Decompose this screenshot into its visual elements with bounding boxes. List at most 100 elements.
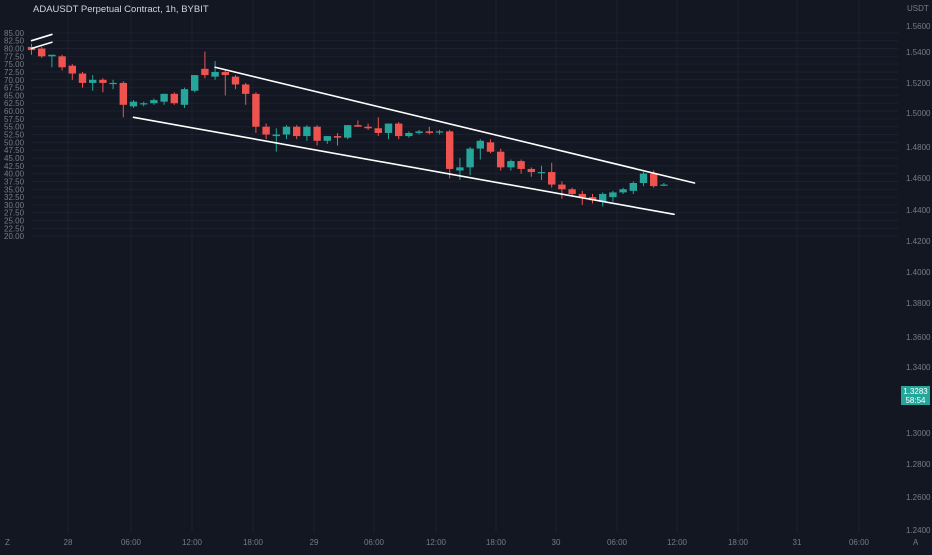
candle-body xyxy=(140,103,148,105)
x-axis-tick-label: 30 xyxy=(552,538,561,547)
x-axis-tick-label: 06:00 xyxy=(364,538,385,547)
x-axis-tick-label: 12:00 xyxy=(182,538,203,547)
candles xyxy=(27,43,668,207)
right-axis-tick-label: 1.4000 xyxy=(906,268,931,277)
right-axis-tick-label: 1.3600 xyxy=(906,333,931,342)
candle xyxy=(303,125,311,141)
candle xyxy=(180,87,189,108)
candle-body xyxy=(537,172,546,174)
right-axis-tick-label: 1.4800 xyxy=(906,143,931,152)
current-price-value: 1.3283 xyxy=(903,387,928,396)
candle xyxy=(527,167,535,177)
right-axis-tick-label: 1.2600 xyxy=(906,493,931,502)
left-price-axis[interactable]: 85.0082.5080.0077.5075.0072.5070.0067.50… xyxy=(4,29,25,241)
trendline[interactable] xyxy=(214,66,696,184)
right-axis-tick-label: 1.3400 xyxy=(906,363,931,372)
candle-body xyxy=(588,197,597,201)
candle-body xyxy=(507,161,515,168)
candle-body xyxy=(201,68,209,76)
candle xyxy=(272,128,280,152)
right-axis-tick-label: 1.4600 xyxy=(906,174,931,183)
candle xyxy=(507,159,515,171)
right-axis-tick-label: 1.5000 xyxy=(906,109,931,118)
timezone-toggle-icon[interactable]: Z xyxy=(5,538,10,547)
candle xyxy=(364,123,372,130)
candle-body xyxy=(89,79,97,83)
candle xyxy=(231,75,240,90)
candle-body xyxy=(231,76,240,85)
candle xyxy=(99,78,107,93)
candle xyxy=(252,92,260,133)
candle xyxy=(150,98,158,105)
left-axis-tick-label: 62.50 xyxy=(4,99,25,108)
x-axis-tick-label: 06:00 xyxy=(607,538,628,547)
right-axis-unit-label: USDT xyxy=(907,4,929,13)
candle xyxy=(446,129,454,179)
candle-body xyxy=(191,75,199,91)
right-price-axis[interactable]: USDT 1.5600 1.5400 1.5200 1.5000 1.4800 1.4600… xyxy=(906,4,931,535)
candle-body xyxy=(629,183,637,191)
candle xyxy=(639,172,648,187)
candle-body xyxy=(344,125,352,138)
left-axis-tick-label: 77.50 xyxy=(4,52,25,61)
right-axis-tick-label: 1.4400 xyxy=(906,206,931,215)
left-axis-tick-label: 27.50 xyxy=(4,209,25,218)
candle-body xyxy=(272,134,280,137)
candle-body xyxy=(415,131,423,133)
candle-body xyxy=(313,126,321,141)
candle xyxy=(466,147,474,176)
candle-body xyxy=(293,126,301,137)
candle xyxy=(497,148,505,171)
left-axis-tick-label: 55.00 xyxy=(4,123,25,132)
right-axis-tick-label: 1.3000 xyxy=(906,429,931,438)
candle-body xyxy=(568,189,576,194)
candle-body xyxy=(333,136,342,138)
candle-body xyxy=(282,126,291,135)
trendline[interactable] xyxy=(132,116,675,216)
candle-body xyxy=(99,79,107,83)
candle-body xyxy=(170,93,178,104)
candle xyxy=(109,79,117,90)
candle xyxy=(517,159,525,174)
trendline[interactable] xyxy=(30,41,53,50)
candle-body xyxy=(252,93,260,127)
candle-body xyxy=(119,82,127,105)
left-axis-tick-label: 45.00 xyxy=(4,154,25,163)
candle xyxy=(282,125,291,140)
candle-body xyxy=(405,132,413,137)
candle xyxy=(333,132,342,146)
candle-body xyxy=(323,136,331,141)
left-axis-tick-label: 35.00 xyxy=(4,185,25,194)
candle xyxy=(129,100,138,108)
candle-body xyxy=(211,71,219,77)
candle-body xyxy=(476,140,484,149)
candle-body xyxy=(599,193,607,202)
candle xyxy=(191,75,199,93)
candle xyxy=(68,64,76,80)
right-axis-tick-label: 1.4200 xyxy=(906,237,931,246)
candle-body xyxy=(48,54,56,57)
candle xyxy=(262,123,270,140)
left-axis-tick-label: 25.00 xyxy=(4,217,25,226)
candle xyxy=(344,125,352,140)
trendline[interactable] xyxy=(30,33,53,42)
x-axis-tick-label: 06:00 xyxy=(121,538,142,547)
right-axis-tick-label: 1.3800 xyxy=(906,299,931,308)
candle-body xyxy=(150,100,158,104)
candle xyxy=(384,123,393,140)
candle-body xyxy=(558,184,566,190)
right-axis-tick-label: 1.5200 xyxy=(906,79,931,88)
left-axis-tick-label: 65.00 xyxy=(4,91,25,100)
candle-body xyxy=(497,151,505,168)
auto-scale-toggle-icon[interactable]: A xyxy=(913,538,919,547)
trendlines[interactable] xyxy=(30,33,696,216)
right-axis-tick-label: 1.5600 xyxy=(906,22,931,31)
candle xyxy=(660,183,668,187)
candle xyxy=(211,61,219,80)
candle xyxy=(78,71,87,88)
time-axis[interactable]: 28 06:00 12:00 18:00 29 06:00 12:00 18:00 30 06:0… xyxy=(64,538,870,547)
left-axis-tick-label: 67.50 xyxy=(4,84,25,93)
candle-body xyxy=(129,101,138,107)
